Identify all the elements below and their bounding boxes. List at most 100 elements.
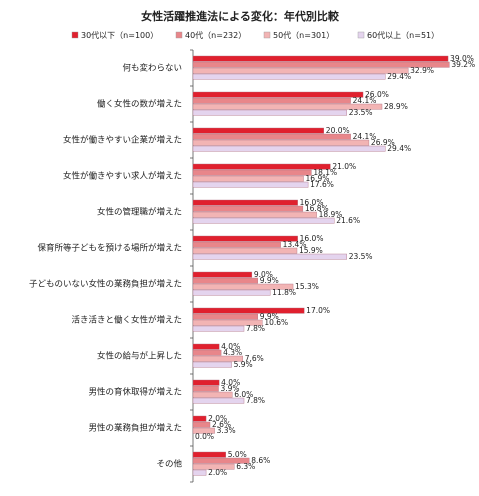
bar bbox=[192, 313, 258, 320]
legend-swatch bbox=[175, 31, 183, 39]
value-label: 10.6% bbox=[264, 318, 288, 327]
value-label: 15.9% bbox=[299, 246, 323, 255]
legend-swatch bbox=[71, 31, 79, 39]
bar bbox=[192, 205, 304, 212]
value-label: 17.0% bbox=[306, 306, 330, 315]
category-label: 保育所等子どもを預ける場所が増えた bbox=[37, 243, 182, 254]
bar bbox=[192, 241, 281, 248]
value-label: 11.8% bbox=[272, 288, 296, 297]
value-label: 24.1% bbox=[353, 132, 377, 141]
value-label: 15.3% bbox=[295, 282, 319, 291]
value-label: 18.1% bbox=[313, 168, 337, 177]
category-label: その他 bbox=[156, 459, 182, 470]
value-label: 21.0% bbox=[332, 162, 356, 171]
category-label: 活き活きと働く女性が増えた bbox=[71, 315, 182, 326]
value-label: 23.5% bbox=[349, 252, 373, 261]
bar bbox=[192, 463, 235, 470]
value-label: 2.6% bbox=[212, 420, 231, 429]
bar bbox=[192, 127, 325, 134]
value-label: 3.9% bbox=[221, 384, 240, 393]
bar bbox=[192, 109, 347, 116]
bar bbox=[192, 385, 219, 392]
value-label: 17.6% bbox=[310, 180, 334, 189]
value-label: 39.2% bbox=[451, 60, 475, 69]
bar bbox=[192, 421, 211, 428]
bar bbox=[192, 457, 250, 464]
category-label: 何も変わらない bbox=[122, 63, 182, 74]
value-label: 16.0% bbox=[300, 234, 324, 243]
bar bbox=[192, 61, 450, 68]
bar bbox=[192, 175, 304, 182]
value-label: 4.0% bbox=[221, 342, 240, 351]
value-label: 29.4% bbox=[387, 72, 411, 81]
value-label: 9.9% bbox=[260, 276, 279, 285]
bar bbox=[192, 103, 383, 110]
bar bbox=[192, 181, 309, 188]
value-label: 13.4% bbox=[283, 240, 307, 249]
value-label: 3.3% bbox=[217, 426, 236, 435]
value-label: 26.9% bbox=[371, 138, 395, 147]
value-label: 6.3% bbox=[236, 462, 255, 471]
bar bbox=[192, 451, 226, 458]
bar bbox=[192, 97, 351, 104]
bar bbox=[192, 469, 207, 476]
bar bbox=[192, 391, 233, 398]
bar bbox=[192, 199, 298, 206]
value-label: 2.0% bbox=[208, 414, 227, 423]
value-label: 16.8% bbox=[305, 204, 329, 213]
bar bbox=[192, 307, 305, 314]
bar bbox=[192, 55, 449, 62]
bar bbox=[192, 397, 245, 404]
legend-label: 40代（n=232） bbox=[185, 30, 246, 40]
category-label: 女性の給与が上昇した bbox=[97, 351, 182, 362]
category-label: 女性の管理職が増えた bbox=[97, 207, 182, 218]
bar bbox=[192, 139, 370, 146]
bar bbox=[192, 427, 215, 434]
bar bbox=[192, 271, 253, 278]
value-label: 16.9% bbox=[306, 174, 330, 183]
bar bbox=[192, 361, 232, 368]
bar bbox=[192, 247, 298, 254]
value-label: 7.8% bbox=[246, 396, 265, 405]
value-label: 24.1% bbox=[353, 96, 377, 105]
bar bbox=[192, 319, 263, 326]
value-label: 8.6% bbox=[251, 456, 270, 465]
value-label: 26.0% bbox=[365, 90, 389, 99]
value-label: 0.0% bbox=[195, 432, 214, 441]
value-label: 18.9% bbox=[319, 210, 343, 219]
value-label: 20.0% bbox=[326, 126, 350, 135]
bar bbox=[192, 379, 220, 386]
value-label: 16.0% bbox=[300, 198, 324, 207]
value-label: 5.9% bbox=[234, 360, 253, 369]
bar bbox=[192, 283, 294, 290]
chart-title: 女性活躍推進法による変化：年代別比較 bbox=[141, 9, 340, 23]
legend-label: 30代以下（n=100） bbox=[81, 30, 158, 40]
value-label: 21.6% bbox=[336, 216, 360, 225]
category-label: 女性が働きやすい求人が増えた bbox=[63, 171, 182, 182]
bar bbox=[192, 253, 347, 260]
category-label: 女性が働きやすい企業が増えた bbox=[63, 135, 182, 146]
value-label: 2.0% bbox=[208, 468, 227, 477]
value-label: 5.0% bbox=[228, 450, 247, 459]
value-label: 7.8% bbox=[246, 324, 265, 333]
bar bbox=[192, 73, 386, 80]
bar bbox=[192, 277, 258, 284]
value-label: 29.4% bbox=[387, 144, 411, 153]
value-label: 4.3% bbox=[223, 348, 242, 357]
bar bbox=[192, 67, 409, 74]
bar bbox=[192, 217, 335, 224]
bar bbox=[192, 355, 243, 362]
legend-label: 60代以上（n=51） bbox=[367, 30, 439, 40]
value-label: 9.9% bbox=[260, 312, 279, 321]
bar bbox=[192, 289, 271, 296]
bar bbox=[192, 91, 364, 98]
value-label: 4.0% bbox=[221, 378, 240, 387]
value-label: 9.0% bbox=[254, 270, 273, 279]
value-label: 28.9% bbox=[384, 102, 408, 111]
value-label: 7.6% bbox=[245, 354, 264, 363]
legend-label: 50代（n=301） bbox=[273, 30, 334, 40]
value-label: 39.0% bbox=[450, 54, 474, 63]
value-label: 6.0% bbox=[234, 390, 253, 399]
